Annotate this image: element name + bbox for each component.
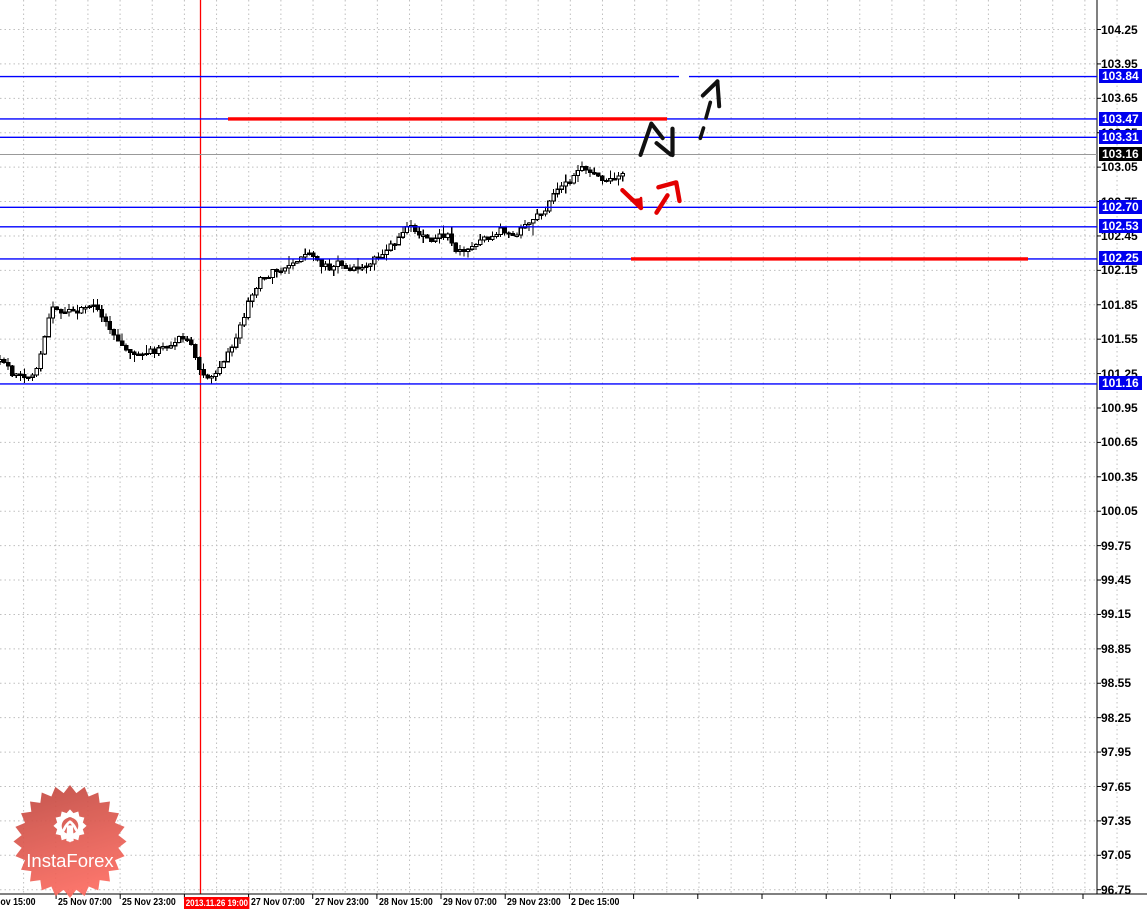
svg-text:InstaForex: InstaForex: [26, 850, 114, 871]
